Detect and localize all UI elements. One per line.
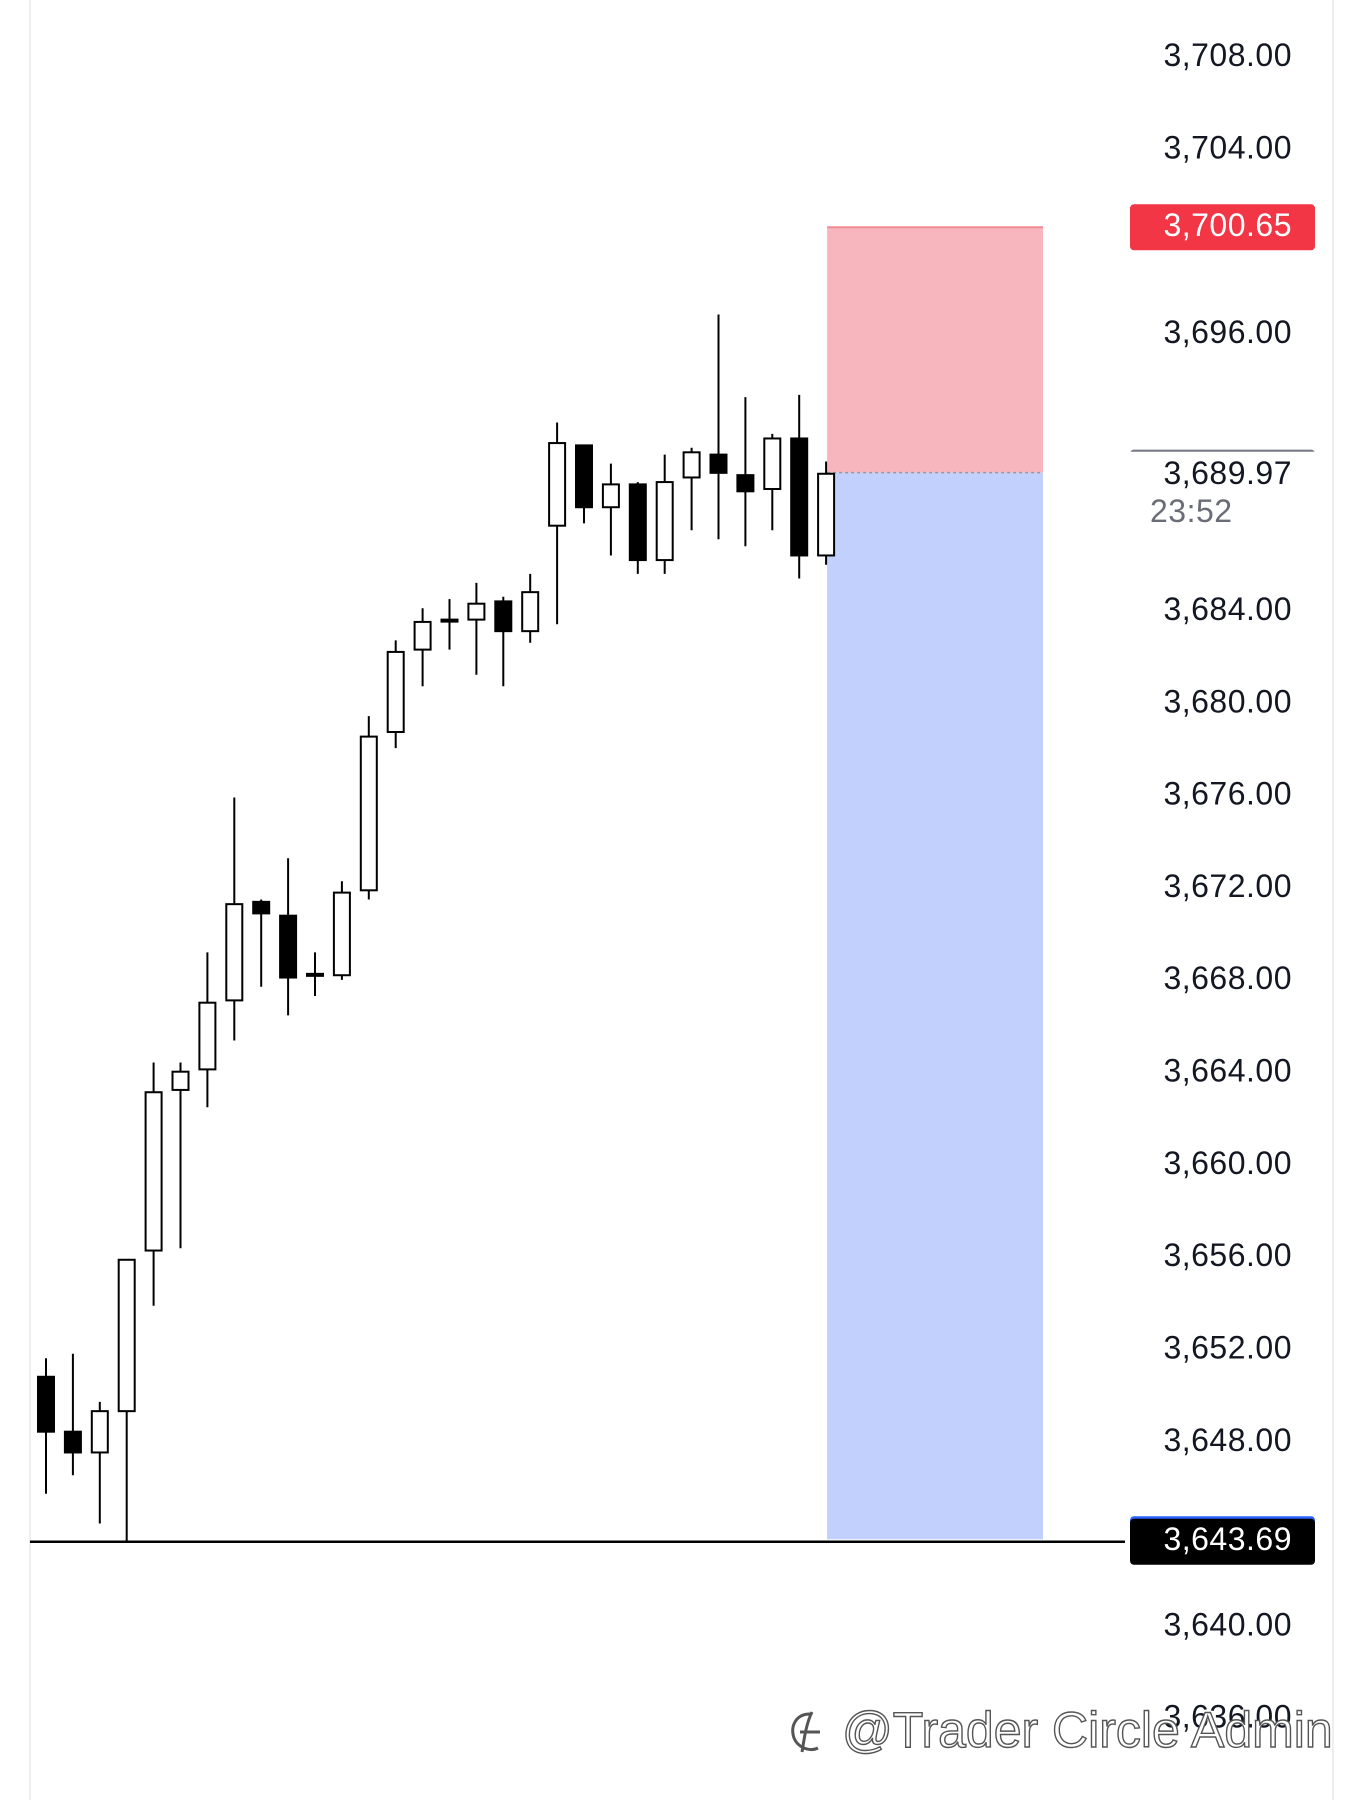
candle-body — [521, 591, 540, 633]
candle-body — [682, 451, 701, 479]
y-tick-label: 3,660.00 — [1163, 1145, 1292, 1181]
candle-body — [548, 442, 567, 527]
y-tick-label: 3,648.00 — [1163, 1422, 1292, 1458]
candle-body — [467, 602, 486, 621]
candle-body — [63, 1430, 82, 1454]
price-axis: 3,708.00 3,704.00 3,696.00 3,684.00 3,680.00… — [1163, 37, 1292, 1735]
candle-body — [252, 900, 271, 915]
y-tick-label: 3,684.00 — [1163, 591, 1292, 627]
candle-body — [709, 453, 728, 474]
line-price-tag: 3,643.69 — [1163, 1521, 1292, 1557]
watermark-logo — [791, 1711, 820, 1753]
candle-body — [117, 1258, 136, 1413]
line-price-tag-bg — [1130, 1518, 1315, 1565]
y-tick-label: 3,664.00 — [1163, 1053, 1292, 1089]
y-tick-label: 3,672.00 — [1163, 868, 1292, 904]
candle-body — [763, 437, 782, 491]
candle-body — [279, 914, 298, 979]
stop-zone — [827, 227, 1043, 473]
candle-body — [575, 444, 593, 509]
candle-body — [386, 650, 405, 734]
candle-body — [198, 1001, 217, 1071]
stop-price-tag-bg — [1130, 204, 1315, 251]
candle-body — [601, 483, 620, 509]
candle-body — [171, 1070, 190, 1091]
position-tool — [30, 226, 1125, 1544]
y-tick-label: 3,696.00 — [1163, 314, 1292, 350]
y-tick-label: 3,668.00 — [1163, 960, 1292, 996]
stop-price-tag: 3,700.65 — [1163, 207, 1292, 243]
candle-body — [628, 483, 647, 562]
candle-body — [332, 891, 351, 977]
candle-body — [413, 620, 432, 651]
candle-body — [359, 735, 378, 892]
watermark-group: @Trader Circle Admin — [791, 1702, 1333, 1759]
candle-body — [790, 437, 809, 557]
candle-body — [817, 472, 836, 557]
countdown-label: 23:52 — [1150, 493, 1233, 529]
candle-body — [655, 481, 674, 562]
candles — [37, 314, 836, 1542]
candle-body — [37, 1375, 55, 1433]
y-tick-label: 3,704.00 — [1163, 129, 1292, 165]
candle-body — [306, 972, 324, 977]
candle-body — [90, 1410, 109, 1454]
candle-body — [494, 600, 513, 633]
y-tick-label: 3,636.00 — [1163, 1699, 1292, 1735]
candle-body — [144, 1091, 163, 1252]
last-price-label: 3,689.97 — [1163, 455, 1292, 491]
y-tick-label: 3,656.00 — [1163, 1237, 1292, 1273]
y-tick-label: 3,640.00 — [1163, 1606, 1292, 1642]
last-price-bg — [1130, 451, 1315, 532]
y-tick-label: 3,676.00 — [1163, 776, 1292, 812]
y-tick-label: 3,652.00 — [1163, 1329, 1292, 1365]
y-tick-label: 3,680.00 — [1163, 683, 1292, 719]
candle-body — [736, 474, 755, 493]
watermark: @Trader Circle Admin — [842, 1702, 1333, 1758]
price-tags: 3,700.653,690.023,643.803,643.693,689.97… — [1130, 204, 1315, 1565]
target-zone — [827, 472, 1043, 1540]
candle-body — [225, 903, 244, 1002]
candle-body — [440, 618, 459, 623]
y-tick-label: 3,708.00 — [1163, 37, 1292, 73]
